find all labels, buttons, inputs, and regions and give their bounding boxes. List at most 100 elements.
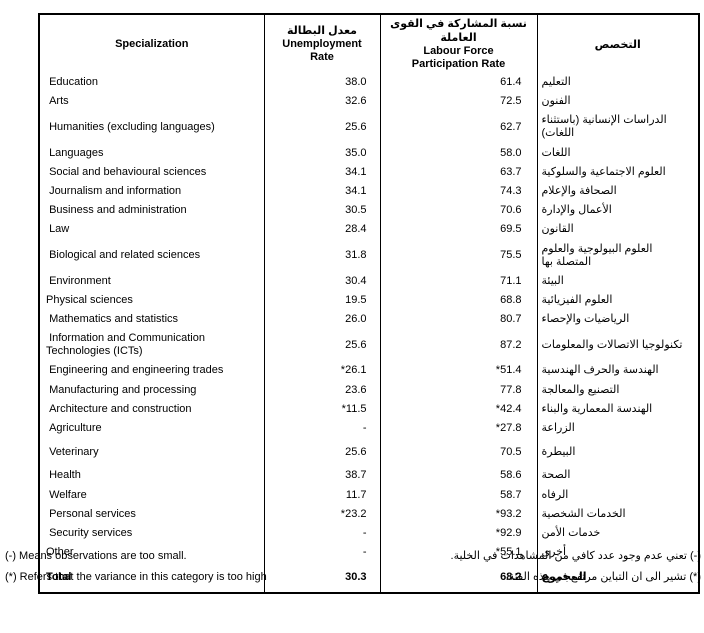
unemployment-rate-cell: 30.4 [263, 271, 381, 291]
specialization-cell: Business and administration [38, 201, 265, 221]
specialization-arabic-cell: الهندسة المعمارية والبناء [536, 399, 700, 419]
table-footer: Total 30.3 68.2 المجموع [38, 562, 700, 594]
lfpr-cell: 80.7 [379, 310, 538, 330]
table-row: Health 38.7 58.6 الصحة [38, 462, 700, 486]
lfpr-cell: *51.4 [379, 361, 538, 381]
total-label: Total [38, 562, 265, 594]
unemployment-rate-cell: 31.8 [263, 239, 381, 272]
specialization-cell: Arts [38, 92, 265, 112]
specialization-arabic-cell: خدمات الأمن [536, 523, 700, 544]
specialization-arabic-cell: الهندسة والحرف الهندسية [536, 361, 700, 381]
lfpr-cell: 69.5 [379, 220, 538, 240]
table-row: Architecture and construction *11.5 *42.… [38, 399, 700, 419]
footnote-dash-arabic: (-) تعني عدم وجود عدد كافي من المشاهدات … [450, 550, 701, 562]
table-row: Veterinary 25.6 70.5 البيطرة [38, 438, 700, 463]
table-row: Languages 35.0 58.0 اللغات [38, 143, 700, 163]
total-label-arabic: المجموع [536, 562, 700, 594]
unemployment-rate-cell: 34.1 [263, 181, 381, 202]
unemployment-rate-cell: 35.0 [263, 143, 381, 163]
table-row: Journalism and information 34.1 74.3 الص… [38, 181, 700, 202]
lfpr-cell: 70.6 [379, 201, 538, 221]
unemployment-rate-cell: *11.5 [263, 399, 381, 419]
lfpr-cell: 58.7 [379, 485, 538, 505]
specialization-arabic-cell: التصنيع والمعالجة [536, 380, 700, 400]
footnote-star-arabic: (*) تشير الى ان التباين مرتفع في هذه الف… [505, 571, 701, 583]
footnote-star-english: (*) Refers that the variance in this cat… [5, 571, 267, 583]
table-row: Engineering and engineering trades *26.1… [38, 361, 700, 381]
header-specialization-arabic: التخصص [536, 14, 700, 73]
specialization-arabic-cell: القانون [536, 220, 700, 240]
specialization-arabic-cell: الأعمال والإدارة [536, 201, 700, 221]
specialization-arabic-cell: الزراعة [536, 419, 700, 439]
table-row: Agriculture - *27.8 الزراعة [38, 419, 700, 439]
specialization-cell: Mathematics and statistics [38, 310, 265, 330]
lfpr-cell: 75.5 [379, 239, 538, 272]
footnote-line-1: (-) Means observations are too small. (-… [0, 546, 704, 567]
specialization-arabic-cell: التعليم [536, 73, 700, 93]
specialization-cell: Social and behavioural sciences [38, 162, 265, 182]
table-row: Education 38.0 61.4 التعليم [38, 73, 700, 93]
total-unemployment-value: 30.3 [263, 562, 381, 594]
header-unemployment-arabic: معدل البطالة [286, 25, 357, 37]
table-row: Humanities (excluding languages) 25.6 62… [38, 111, 700, 144]
specialization-cell: Environment [38, 271, 265, 291]
total-lfpr-value: 68.2 [379, 562, 538, 594]
table-body: Education 38.0 61.4 التعليم Arts 32.6 72… [38, 73, 700, 563]
total-row: Total 30.3 68.2 المجموع [38, 562, 700, 594]
table-row: Welfare 11.7 58.7 الرفاه [38, 485, 700, 505]
specialization-cell: Other [38, 543, 265, 563]
table-row: Information and Communication Technologi… [38, 329, 700, 362]
footnotes: (-) Means observations are too small. (-… [0, 546, 704, 588]
specialization-cell: Veterinary [38, 438, 265, 463]
lfpr-cell: *93.2 [379, 504, 538, 524]
specialization-statistics-table: Specialization معدل البطالة Unemployment… [38, 13, 700, 595]
unemployment-rate-cell: 38.7 [263, 462, 381, 486]
specialization-cell: Health [38, 462, 265, 486]
lfpr-cell: 71.1 [379, 271, 538, 291]
unemployment-rate-cell: 25.6 [263, 329, 381, 362]
unemployment-rate-cell: 26.0 [263, 310, 381, 330]
table-row: Mathematics and statistics 26.0 80.7 الر… [38, 310, 700, 330]
specialization-arabic-cell: الصحة [536, 462, 700, 486]
lfpr-cell: 63.7 [379, 162, 538, 182]
lfpr-cell: 58.0 [379, 143, 538, 163]
specialization-arabic-cell: العلوم البيولوجية والعلوم المتصلة بها [536, 239, 700, 272]
table-row: Law 28.4 69.5 القانون [38, 220, 700, 240]
unemployment-rate-cell: 34.1 [263, 162, 381, 182]
unemployment-rate-cell: 11.7 [263, 485, 381, 505]
specialization-cell: Humanities (excluding languages) [38, 111, 265, 144]
table-row: Social and behavioural sciences 34.1 63.… [38, 162, 700, 182]
specialization-cell: Engineering and engineering trades [38, 361, 265, 381]
specialization-cell: Architecture and construction [38, 399, 265, 419]
specialization-arabic-cell: الرياضيات والإحصاء [536, 310, 700, 330]
table-row: Physical sciences 19.5 68.8 العلوم الفيز… [38, 290, 700, 311]
header-unemployment-rate: معدل البطالة Unemployment Rate [263, 14, 381, 73]
specialization-arabic-cell: اللغات [536, 143, 700, 163]
lfpr-cell: 70.5 [379, 438, 538, 463]
specialization-arabic-cell: العلوم الفيزيائية [536, 290, 700, 311]
header-specialization-arabic-label: التخصص [594, 38, 641, 51]
lfpr-cell: 58.6 [379, 462, 538, 486]
specialization-arabic-cell: الخدمات الشخصية [536, 504, 700, 524]
unemployment-rate-cell: 25.6 [263, 438, 381, 463]
footnote-line-2: (*) Refers that the variance in this cat… [0, 567, 704, 588]
table-row: Biological and related sciences 31.8 75.… [38, 239, 700, 272]
unemployment-rate-cell: - [263, 523, 381, 544]
specialization-arabic-cell: أخرى [536, 543, 700, 563]
specialization-cell: Welfare [38, 485, 265, 505]
unemployment-rate-cell: 38.0 [263, 73, 381, 93]
specialization-arabic-cell: البيئة [536, 271, 700, 291]
table-row: Security services - *92.9 خدمات الأمن [38, 523, 700, 544]
unemployment-rate-cell: 23.6 [263, 380, 381, 400]
specialization-arabic-cell: الصحافة والإعلام [536, 181, 700, 202]
table-row: Personal services *23.2 *93.2 الخدمات ال… [38, 504, 700, 524]
specialization-arabic-cell: الرفاه [536, 485, 700, 505]
header-lfpr-arabic: نسبة المشاركة في القوى العاملة [390, 18, 527, 44]
lfpr-cell: 74.3 [379, 181, 538, 202]
specialization-cell: Information and Communication Technologi… [38, 329, 265, 362]
header-lfpr-english: Labour Force Participation Rate [411, 45, 506, 70]
header-labour-force-participation-rate: نسبة المشاركة في القوى العاملة Labour Fo… [379, 14, 538, 73]
lfpr-cell: 77.8 [379, 380, 538, 400]
unemployment-rate-cell: 32.6 [263, 92, 381, 112]
unemployment-rate-cell: 28.4 [263, 220, 381, 240]
